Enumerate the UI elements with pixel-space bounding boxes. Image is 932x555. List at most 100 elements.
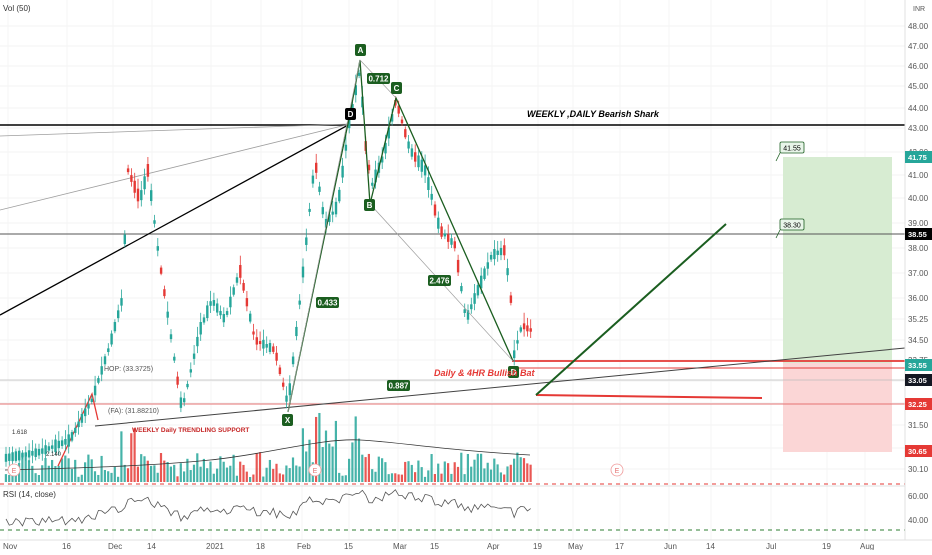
red-projection-line[interactable] xyxy=(535,394,763,399)
earnings-marker-2[interactable]: E xyxy=(308,463,322,477)
volume-bar xyxy=(470,466,473,482)
candle xyxy=(123,230,126,248)
point-a[interactable]: A xyxy=(355,44,366,56)
ratio-0712[interactable]: 0.712 xyxy=(367,73,390,84)
volume-bar xyxy=(189,470,192,482)
candle xyxy=(291,352,295,368)
volume-bar xyxy=(423,476,427,482)
svg-text:B: B xyxy=(367,201,373,210)
volume-bar xyxy=(272,468,275,482)
volume-bar xyxy=(377,456,380,482)
earnings-marker-3[interactable]: E xyxy=(610,463,624,477)
bullish-bat-label[interactable]: Daily & 4HR Bullish Bat xyxy=(434,368,536,378)
volume-bar xyxy=(216,468,219,482)
candle xyxy=(470,297,473,314)
point-x[interactable]: X xyxy=(282,414,293,426)
candle xyxy=(417,150,420,171)
volume-bar xyxy=(483,468,486,482)
target-mid-label[interactable]: 38.30 xyxy=(775,218,805,239)
volume-bar xyxy=(384,462,387,482)
candle xyxy=(212,292,216,311)
volume-bar xyxy=(513,458,516,482)
candle xyxy=(374,160,377,189)
candle xyxy=(156,238,159,257)
candle xyxy=(57,431,60,455)
trendline-black[interactable] xyxy=(0,123,351,316)
candle xyxy=(117,304,120,323)
svg-text:30.65: 30.65 xyxy=(908,447,927,456)
volume-bar xyxy=(173,464,176,482)
svg-text:0.712: 0.712 xyxy=(368,75,389,84)
time-tick-label: 19 xyxy=(533,542,542,550)
volume-bar xyxy=(262,476,265,482)
volume-bar xyxy=(239,461,242,482)
point-b[interactable]: B xyxy=(364,199,375,211)
volume-bar xyxy=(400,474,403,482)
time-tick-label: 15 xyxy=(344,542,353,550)
candle xyxy=(110,330,113,347)
price-tick-label: 38.00 xyxy=(908,244,929,253)
candle xyxy=(47,442,51,454)
point-c[interactable]: C xyxy=(391,82,402,94)
ratio-0433[interactable]: 0.433 xyxy=(316,297,339,308)
shark-title[interactable]: WEEKLY ,DAILY Bearish Shark xyxy=(527,109,660,119)
volume-bar xyxy=(4,474,7,482)
ratio-2476[interactable]: 2.476 xyxy=(428,275,451,286)
svg-text:E: E xyxy=(615,468,620,475)
volume-bar xyxy=(278,473,281,482)
earnings-marker-1[interactable]: E xyxy=(7,463,21,477)
candle xyxy=(130,168,133,187)
svg-text:32.25: 32.25 xyxy=(908,400,927,409)
volume-bar xyxy=(496,464,499,482)
candle xyxy=(483,266,486,281)
ratio-0887[interactable]: 0.887 xyxy=(387,380,410,391)
candle xyxy=(44,439,47,459)
target-high-label[interactable]: 41.55 xyxy=(775,141,805,162)
support-label[interactable]: WEEKLY Daily TRENDLING SUPPORT xyxy=(132,427,249,434)
candle xyxy=(107,343,110,356)
candle xyxy=(407,134,410,154)
volume-bar xyxy=(526,463,529,482)
fib-label-1: 1.618 xyxy=(12,430,28,436)
volume-bar xyxy=(529,464,532,482)
point-d-shark[interactable]: D xyxy=(345,108,356,120)
candle xyxy=(245,290,249,312)
candle xyxy=(54,434,57,456)
candle xyxy=(249,310,252,324)
volume-bars xyxy=(4,412,532,482)
vol-label: Vol (50) xyxy=(3,4,31,13)
time-axis[interactable]: Nov 16 Dec 14 2021 18 Feb 15 Mar 15 Apr 19 May 17 Jun 1… xyxy=(3,542,874,551)
stop-zone[interactable] xyxy=(783,363,892,452)
shark-bat-pattern[interactable] xyxy=(287,59,514,413)
volume-bar xyxy=(476,453,479,482)
trendline-grey[interactable] xyxy=(0,123,351,211)
candle xyxy=(100,356,103,382)
candle xyxy=(51,439,54,453)
candle xyxy=(206,300,209,322)
candle xyxy=(301,258,305,284)
support-trendline[interactable] xyxy=(94,347,906,427)
candle xyxy=(513,339,516,366)
volume-bar xyxy=(156,472,159,482)
volume-bar xyxy=(219,456,222,482)
trendline-grey-2[interactable] xyxy=(0,123,351,137)
candle xyxy=(34,443,37,461)
candle xyxy=(169,329,173,343)
candle xyxy=(77,410,80,435)
volume-bar xyxy=(100,455,103,482)
green-projection-line[interactable] xyxy=(535,223,727,396)
volume-bar xyxy=(295,465,298,482)
volume-bar xyxy=(351,442,354,482)
candle xyxy=(275,345,278,366)
candle xyxy=(14,448,18,463)
candle xyxy=(453,236,456,252)
volume-bar xyxy=(503,474,506,482)
candle xyxy=(11,446,14,466)
price-badges: 41.75 38.55 33.55 33.05 32.25 30.65 xyxy=(905,151,932,457)
point-d-bat[interactable]: D xyxy=(508,366,519,378)
target-zone[interactable] xyxy=(783,157,892,363)
price-tick-label: 48.00 xyxy=(908,22,929,31)
candle xyxy=(120,289,123,312)
price-tick-label: 37.00 xyxy=(908,269,929,278)
